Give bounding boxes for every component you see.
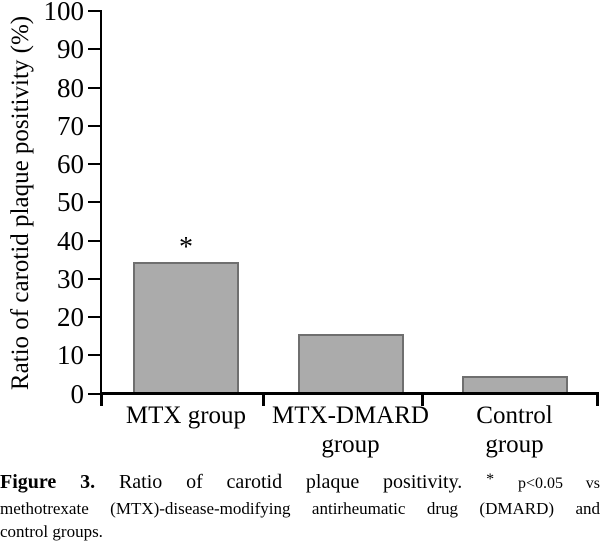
y-axis-tick-label: 60 — [57, 149, 84, 179]
x-axis-tick — [420, 395, 424, 406]
y-axis-tick — [88, 124, 100, 127]
caption-note-marker: * — [486, 471, 495, 488]
bar-2 — [297, 334, 404, 392]
y-axis-line — [100, 10, 102, 395]
caption-line-1: Figure 3. Ratio of carotid plaque positi… — [0, 467, 600, 497]
x-category-label-1: MTX group — [125, 402, 247, 429]
y-axis-tick — [88, 163, 100, 165]
x-axis-tick — [262, 395, 265, 406]
figure-caption: Figure 3. Ratio of carotid plaque positi… — [0, 467, 600, 543]
y-axis-tick-label: 100 — [43, 0, 85, 26]
y-axis-tick-label: 30 — [57, 263, 84, 294]
y-axis-tick-label: 10 — [57, 340, 84, 371]
y-axis-tick-label: 40 — [57, 225, 84, 256]
caption-title: Ratio of carotid plaque positivity. — [118, 471, 463, 493]
y-axis-tick-label: 70 — [57, 110, 84, 141]
bar-3 — [461, 376, 568, 392]
y-axis-tick — [88, 392, 100, 395]
y-axis-tick-label: 80 — [57, 72, 84, 103]
x-axis-tick — [100, 395, 103, 406]
y-axis-tick — [88, 239, 100, 242]
y-axis-tick — [88, 86, 100, 89]
caption-note-text: p<0.05 vs — [517, 475, 600, 492]
y-axis-tick-label: 20 — [57, 302, 84, 332]
y-axis-tick — [88, 48, 100, 51]
x-category-label-2: MTX-DMARD group — [272, 402, 429, 458]
x-axis-tick — [596, 395, 599, 406]
bar-1 — [133, 261, 239, 392]
caption-line-2: methotrexate (MTX)-disease-modifying ant… — [0, 499, 600, 518]
y-axis-tick — [88, 316, 100, 318]
y-axis-tick — [88, 201, 100, 204]
x-category-label-3: Control group — [476, 402, 553, 458]
bar-chart: Ratio of carotid plaque positivity (%) 0… — [7, 0, 599, 458]
y-axis-tick-label: 0 — [70, 378, 85, 409]
y-axis-tick — [88, 10, 100, 12]
y-axis-tick-label: 50 — [57, 187, 84, 218]
y-axis-tick — [88, 277, 100, 280]
x-axis-line — [100, 392, 599, 395]
caption-line-3: control groups. — [0, 522, 103, 541]
caption-figure-label: Figure 3. — [0, 471, 96, 493]
y-axis-tick-label: 90 — [57, 34, 84, 65]
y-axis-tick — [88, 354, 100, 357]
significance-asterisk: * — [179, 231, 193, 263]
